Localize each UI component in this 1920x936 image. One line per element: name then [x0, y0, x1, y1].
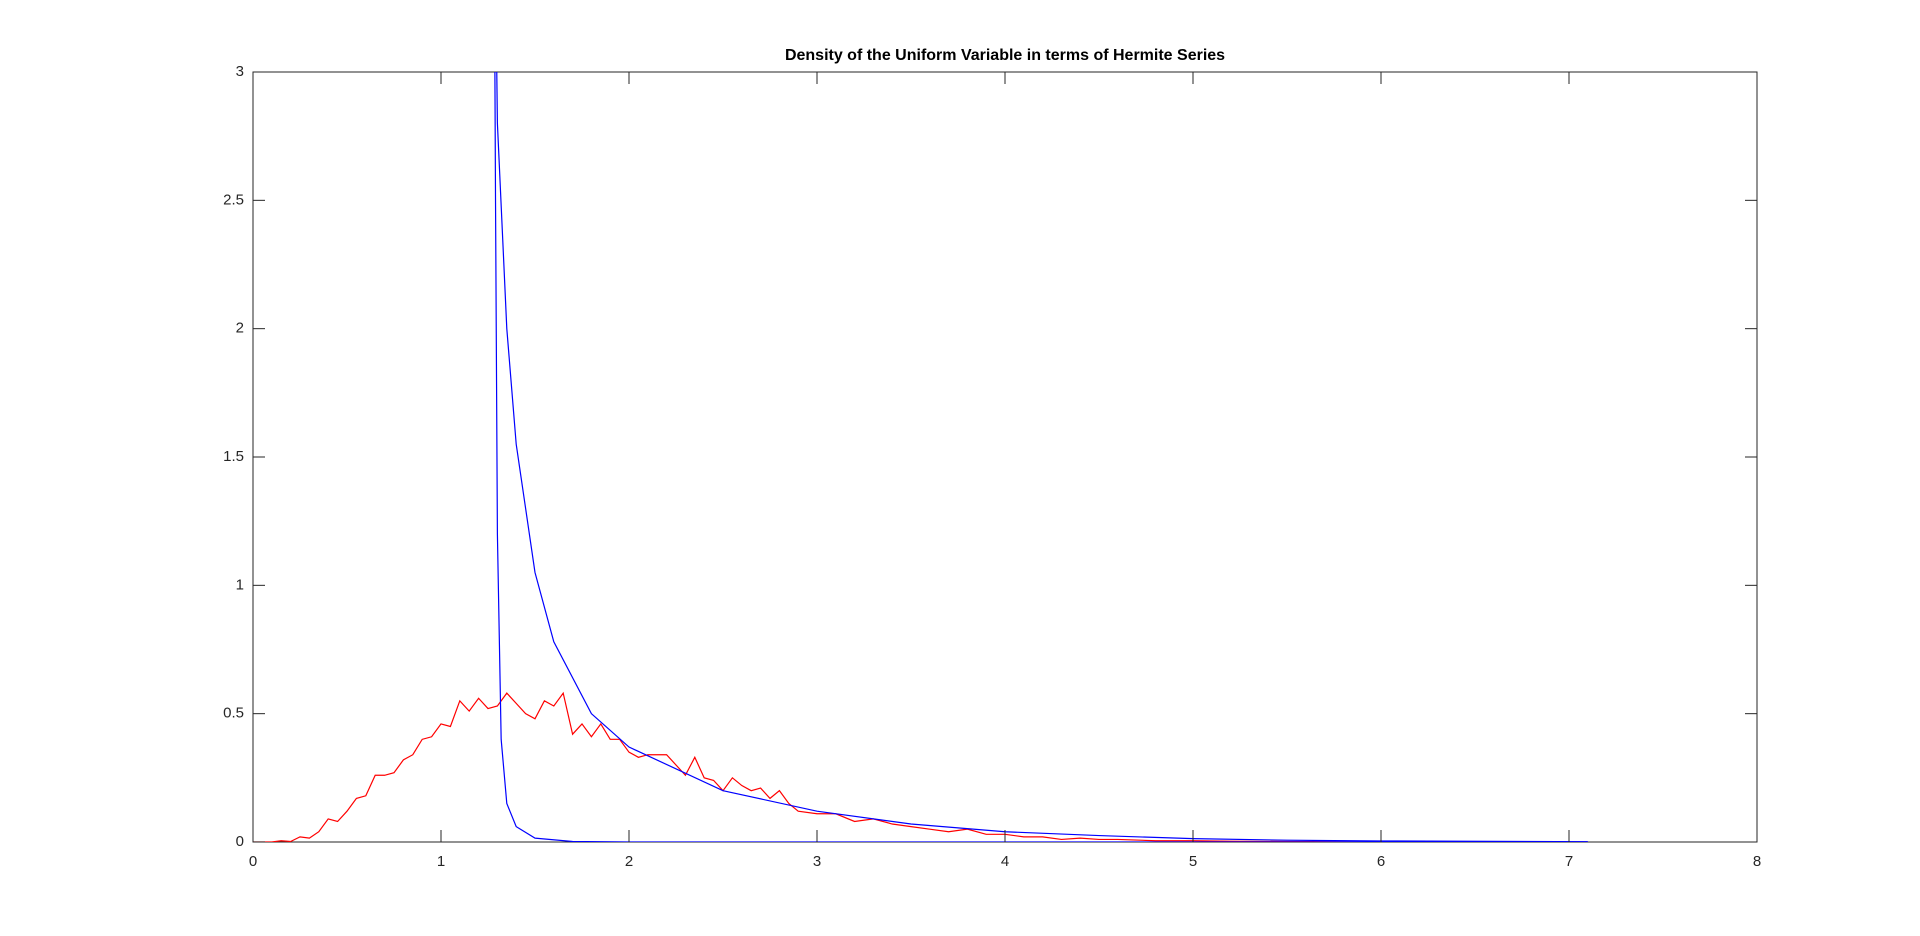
- data-line: [496, 72, 1588, 842]
- x-tick-label: 5: [1189, 853, 1197, 870]
- x-tick-label: 7: [1565, 853, 1573, 870]
- x-tick-label: 4: [1001, 853, 1009, 870]
- x-tick-label: 8: [1753, 853, 1761, 870]
- y-tick-label: 3: [236, 63, 244, 80]
- x-tick-label: 1: [437, 853, 445, 870]
- y-tick-label: 1: [236, 576, 244, 593]
- data-line: [494, 72, 1588, 842]
- y-tick-label: 2.5: [223, 191, 244, 208]
- data-line: [253, 691, 1588, 842]
- y-tick-label: 0: [236, 833, 244, 850]
- chart-title: Density of the Uniform Variable in terms…: [785, 47, 1225, 64]
- x-tick-label: 6: [1377, 853, 1385, 870]
- plot-area: [252, 71, 1758, 843]
- plot: [253, 72, 1588, 842]
- y-tick-label: 2: [236, 320, 244, 337]
- x-tick-label: 2: [625, 853, 633, 870]
- x-tick-label: 0: [249, 853, 257, 870]
- x-tick-label: 3: [813, 853, 821, 870]
- y-tick-label: 1.5: [223, 448, 244, 465]
- y-tick-label: 0.5: [223, 705, 244, 722]
